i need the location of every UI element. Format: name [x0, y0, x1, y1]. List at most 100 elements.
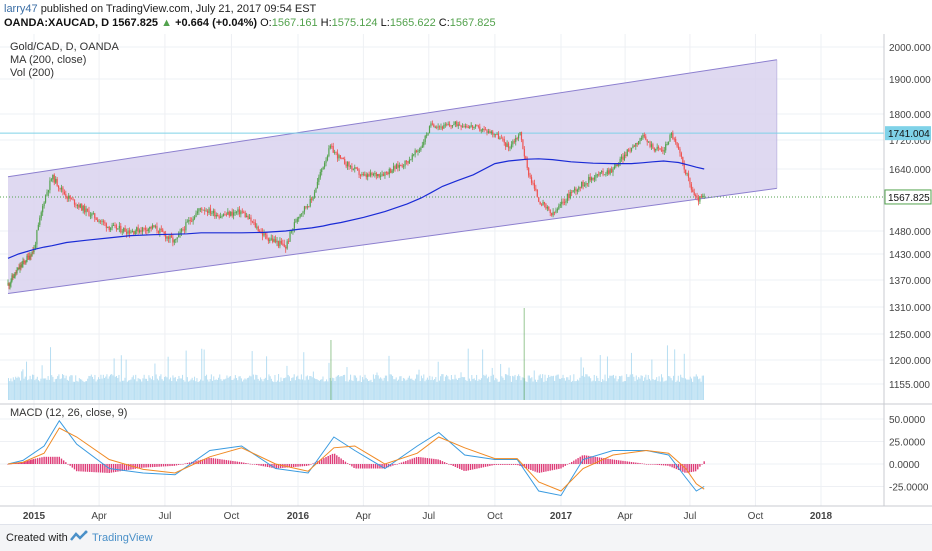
macd-histogram-bar: [201, 459, 204, 464]
volume-bar: [269, 376, 271, 400]
volume-bar: [411, 378, 413, 400]
macd-histogram-bar: [564, 464, 566, 466]
channel-upper-line: [7, 59, 777, 178]
candle-body: [426, 135, 428, 137]
price-channel[interactable]: [7, 59, 778, 294]
candle-body: [204, 209, 206, 211]
macd-histogram-bar: [117, 464, 119, 472]
volume-bar: [170, 377, 172, 400]
volume-bar: [580, 357, 582, 400]
candle-body: [253, 221, 255, 223]
close-label: C:: [438, 17, 450, 29]
volume-bar: [699, 378, 701, 400]
last-price-value: 1567.825: [888, 193, 930, 204]
volume-bar: [135, 374, 137, 400]
volume-bar: [41, 365, 43, 400]
candle-body: [68, 195, 70, 199]
candle-body: [596, 174, 598, 176]
volume-bar: [34, 380, 36, 400]
up-arrow-icon: ▲: [161, 17, 173, 29]
volume-bar: [36, 376, 38, 400]
macd-histogram-bar: [104, 464, 106, 473]
volume-bar: [12, 377, 14, 400]
volume-bar: [470, 381, 472, 400]
candle-body: [394, 166, 396, 169]
macd-histogram-bar: [217, 458, 219, 464]
candle-body: [602, 171, 604, 175]
volume-bar: [562, 374, 564, 400]
volume-bar: [287, 374, 289, 400]
candle-body: [170, 235, 173, 238]
macd-histogram-bar: [441, 461, 444, 464]
volume-bar: [671, 380, 673, 400]
volume-bar: [243, 379, 245, 400]
candle-body: [382, 174, 385, 176]
volume-bar: [316, 379, 318, 400]
candle-body: [384, 172, 386, 176]
candle-body: [146, 229, 148, 232]
horizontal-lines[interactable]: [0, 132, 884, 198]
volume-bar: [432, 380, 434, 400]
volume-bar: [44, 378, 46, 400]
candle-body: [357, 168, 359, 170]
candle-body: [682, 156, 684, 164]
volume-bar: [480, 378, 482, 400]
candle-body: [571, 192, 573, 193]
macd-histogram-bar: [32, 459, 35, 464]
volume-bar: [318, 380, 320, 400]
volume-bar: [606, 356, 608, 400]
change-value: +0.664 (+0.04%): [175, 17, 258, 29]
volume-bar: [616, 381, 618, 400]
volume-bar: [26, 361, 28, 400]
volume-bar: [189, 380, 191, 400]
macd-histogram-bar: [669, 464, 671, 467]
candle-body: [188, 220, 190, 222]
volume-bar: [216, 379, 218, 400]
macd-histogram-bar: [474, 464, 476, 470]
macd-histogram-bar: [489, 464, 491, 466]
macd-axis-tick-label: 50.0000: [889, 415, 926, 426]
volume-bar: [238, 376, 240, 400]
macd-histogram-bar: [530, 464, 532, 471]
candle-body: [79, 204, 81, 208]
volume-bar: [222, 379, 224, 400]
volume-bar: [700, 381, 702, 400]
candle-body: [231, 211, 233, 216]
candle-body: [630, 148, 633, 151]
candle-body: [21, 264, 23, 267]
macd-histogram-bar: [56, 456, 58, 464]
ma-legend: MA (200, close): [10, 54, 86, 66]
candle-body: [286, 241, 288, 249]
macd-histogram-bar: [699, 464, 701, 467]
volume-bar: [57, 376, 59, 400]
tradingview-brand-link[interactable]: TradingView: [92, 532, 153, 544]
candle-body: [139, 230, 141, 233]
candle-body: [43, 202, 45, 207]
volume-bar: [273, 381, 275, 400]
volume-bar: [27, 380, 29, 400]
author-link[interactable]: larry47: [4, 3, 38, 15]
candle-body: [549, 209, 551, 214]
macd-histogram-bar: [195, 460, 197, 464]
candle-body: [261, 231, 264, 236]
volume-bar: [172, 375, 174, 400]
macd-histogram-bar: [143, 464, 145, 468]
volume-bar: [620, 376, 622, 400]
volume-bar: [173, 377, 175, 400]
price-chart[interactable]: 2000.000 1900.000 1800.000 1720.000 1640.000…: [0, 34, 932, 524]
volume-bar: [554, 380, 556, 400]
volume-bar: [666, 345, 668, 400]
macd-histogram-bar: [461, 464, 463, 470]
macd-histogram-bar: [493, 464, 495, 466]
macd-histogram-bar: [301, 464, 304, 467]
macd-histogram-bar: [277, 464, 280, 469]
macd-histogram-bar: [389, 464, 392, 467]
volume-bar: [455, 378, 457, 400]
candle-body: [365, 174, 367, 178]
macd-histogram-bar: [677, 464, 680, 470]
candle-body: [274, 239, 277, 243]
macd-histogram-bar: [327, 456, 329, 464]
candle-body: [507, 143, 510, 148]
volume-bar: [180, 378, 182, 400]
candle-body: [141, 227, 144, 232]
